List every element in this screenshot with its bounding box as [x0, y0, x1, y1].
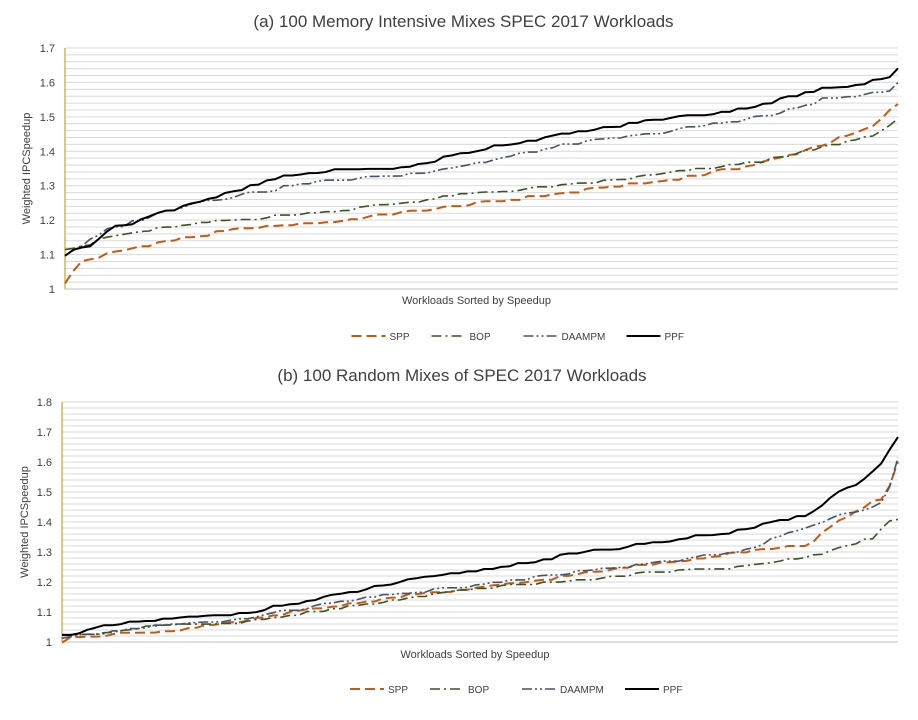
series-line-bop — [62, 518, 899, 636]
x-axis-label: Workloads Sorted by Speedup — [402, 295, 551, 307]
y-tick-label: 1.1 — [37, 607, 52, 619]
chart-panel-a: (a) 100 Memory Intensive Mixes SPEC 2017… — [21, 12, 899, 343]
y-tick-label: 1.4 — [37, 517, 52, 529]
series-line-ppf — [64, 67, 899, 257]
series-line-ppf — [62, 436, 899, 636]
y-tick-label: 1.3 — [37, 547, 52, 559]
series-line-bop — [64, 117, 899, 251]
y-axis-label: Weighted IPCSpeedup — [21, 113, 33, 225]
y-tick-label: 1.7 — [40, 43, 55, 55]
y-tick-label: 1.6 — [37, 457, 52, 469]
y-tick-label: 1.5 — [37, 487, 52, 499]
y-tick-label: 1.1 — [40, 250, 55, 262]
legend-label-ppf: PPF — [665, 332, 684, 343]
y-tick-label: 1.2 — [37, 577, 52, 589]
y-tick-label: 1.8 — [37, 397, 52, 409]
y-axis-label: Weighted IPCSpeedup — [19, 466, 31, 578]
legend-label-daampm: DAAMPM — [560, 685, 604, 696]
chart-panel-b: (b) 100 Random Mixes of SPEC 2017 Worklo… — [19, 366, 899, 696]
legend-label-daampm: DAAMPM — [562, 332, 606, 343]
y-tick-label: 1.7 — [37, 427, 52, 439]
series-line-spp — [61, 461, 899, 644]
chart-title: (b) 100 Random Mixes of SPEC 2017 Worklo… — [277, 366, 646, 385]
series-line-daampm — [64, 81, 899, 257]
legend-label-bop: BOP — [468, 685, 489, 696]
y-tick-label: 1.2 — [40, 215, 55, 227]
y-tick-label: 1.3 — [40, 181, 55, 193]
legend-label-bop: BOP — [470, 332, 491, 343]
chart-title: (a) 100 Memory Intensive Mixes SPEC 2017… — [253, 12, 673, 31]
legend-label-spp: SPP — [390, 332, 410, 343]
y-tick-label: 1.6 — [40, 77, 55, 89]
x-axis-label: Workloads Sorted by Speedup — [401, 649, 550, 661]
y-tick-label: 1 — [49, 284, 55, 296]
y-tick-label: 1.5 — [40, 112, 55, 124]
series-line-spp — [64, 103, 899, 284]
y-tick-label: 1 — [46, 637, 52, 649]
series-line-daampm — [61, 457, 899, 639]
legend-label-ppf: PPF — [663, 685, 682, 696]
legend-label-spp: SPP — [388, 685, 408, 696]
y-tick-label: 1.4 — [40, 146, 55, 158]
